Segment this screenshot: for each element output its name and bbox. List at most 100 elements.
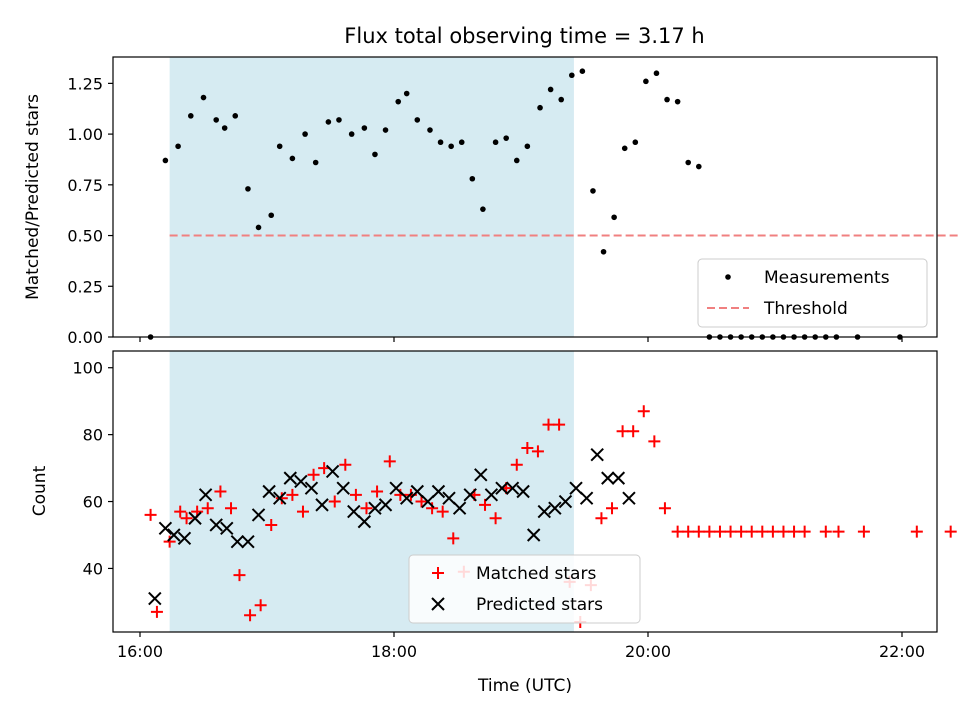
measurement-point [336,117,342,123]
measurement-point [437,139,444,146]
x-axis-label: Time (UTC) [477,676,572,696]
matched-star-point [479,498,492,511]
measurement-point [513,157,520,164]
bottom-plot-frame [112,350,938,633]
predicted-star-point [188,511,202,525]
measurement-point [245,186,251,192]
matched-star-point [627,425,640,438]
matched-star-point [244,609,257,622]
top-panel: 0.00 0.25 0.50 0.75 1.00 1.25 Matched/Predict… [23,56,960,347]
bottom-y-tick-label: 60 [83,493,103,512]
predicted-star-point [579,491,594,505]
predicted-star-point [548,501,562,515]
measurement-point [200,94,207,101]
measurement-point [547,86,554,93]
matched-star-point [296,505,309,518]
legend-predicted-marker [431,597,445,611]
predicted-star-point [442,491,456,505]
legend-matched-label: Matched stars [476,564,596,584]
top-y-tick-label: 1.25 [67,74,103,93]
legend-matched-marker [432,567,444,579]
x-tick-label: 18:00 [371,642,417,661]
predicted-star-point [378,498,393,512]
bottom-y-tick-label: 40 [83,559,103,578]
legend-predicted-label: Predicted stars [476,595,603,615]
predicted-star-point [198,488,213,502]
matched-star-point [174,505,187,518]
top-legend: Measurements Threshold [697,258,928,328]
count-points [144,405,957,628]
measurement-point [427,127,433,133]
measurement-point [175,143,181,150]
predicted-star-point [230,534,245,549]
measurement-point [414,117,421,123]
matched-star-point [286,488,299,501]
measurement-point [361,125,368,131]
matched-star-point [944,525,957,538]
predicted-star-point [484,488,499,502]
matched-star-point [144,508,157,521]
matched-star-point [275,492,288,505]
matched-star-point [214,485,227,498]
measurement-point [325,119,332,125]
predicted-star-point [526,528,541,542]
predicted-star-point [601,471,615,485]
predicted-star-point [294,474,308,489]
matched-star-point [225,502,238,515]
matched-star-point [777,525,790,538]
measurement-point [664,96,670,103]
top-plot-frame [112,56,938,338]
measurement-point [685,159,692,166]
measurement-point [524,143,531,150]
matched-star-point [832,525,845,538]
x-tick-label: 20:00 [625,642,671,661]
matched-star-point [682,525,695,538]
matched-star-point [163,535,176,548]
measurement-point [302,131,308,137]
top-y-tick-label: 0.50 [67,227,103,246]
matched-star-point [788,525,801,538]
measurement-point [469,175,476,182]
measurement-point [696,163,702,170]
matched-star-point [671,525,684,538]
matched-star-point [756,525,769,538]
legend-measurement-marker [725,274,731,280]
predicted-star-point [347,504,361,519]
matched-star-point [819,525,832,538]
matched-star-point [415,495,428,508]
measurement-point [162,157,169,164]
measurement-point [600,248,607,255]
measurement-point [590,188,596,194]
measurement-point [643,78,649,85]
chart-title: Flux total observing time = 3.17 h [344,24,704,48]
measurement-point [348,131,355,137]
matched-star-point [489,512,502,525]
matched-star-point [542,418,555,431]
predicted-star-point [399,491,414,505]
measurement-point [448,143,454,150]
top-y-axis-label: Matched/Predicted stars [23,94,43,300]
measurement-point [188,113,194,119]
measurement-point [621,145,628,152]
top-y-tick-label: 0.00 [67,328,103,347]
matched-star-point [360,502,373,515]
matched-star-point [692,525,705,538]
predicted-star-point [315,498,329,512]
top-legend-box [697,258,928,328]
predicted-star-point [410,484,424,499]
predicted-star-point [209,518,223,532]
measurement-point [372,151,378,158]
matched-star-point [510,458,523,471]
x-tick-label: 22:00 [879,642,925,661]
matched-star-point [857,525,870,538]
predicted-star-point [325,464,340,479]
matched-star-point [606,502,619,515]
predicted-star-point [241,534,255,549]
measurement-point [213,117,219,123]
predicted-star-point [167,528,181,542]
predicted-star-point [590,447,604,462]
predicted-star-point [283,471,297,485]
matched-star-point [648,435,661,448]
matched-star-point [436,505,449,518]
